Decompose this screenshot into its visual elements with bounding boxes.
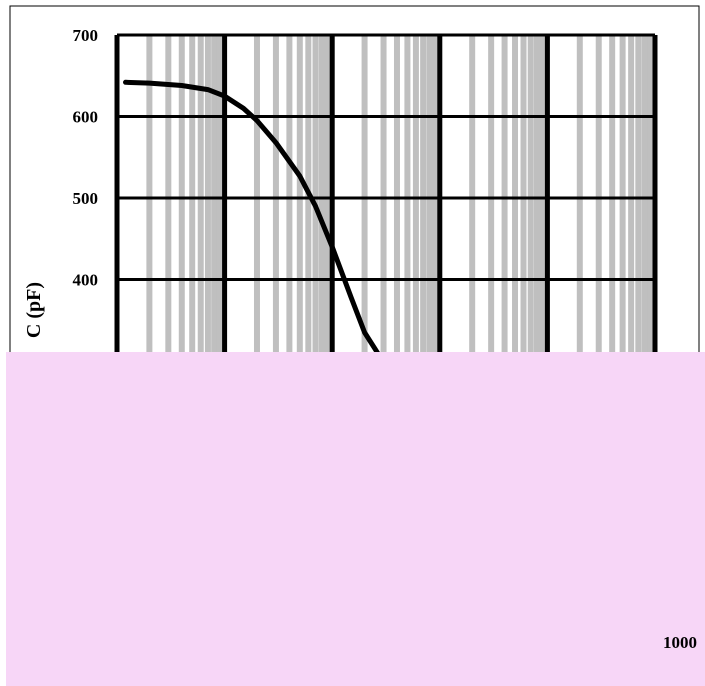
occluded-region: 1000 <box>6 352 705 686</box>
y-tick-label: 500 <box>73 189 99 208</box>
y-tick-label: 700 <box>73 26 99 45</box>
y-axis-label: C (pF) <box>23 282 45 338</box>
curve-layer <box>123 79 386 366</box>
x-tick-label: 1000 <box>663 633 697 652</box>
capacitance-curve <box>123 79 386 366</box>
y-tick-label: 400 <box>73 271 99 290</box>
y-tick-label: 600 <box>73 108 99 127</box>
occlusion-block <box>6 352 705 686</box>
y-axis-ticks: 700600500400300 <box>73 26 99 371</box>
